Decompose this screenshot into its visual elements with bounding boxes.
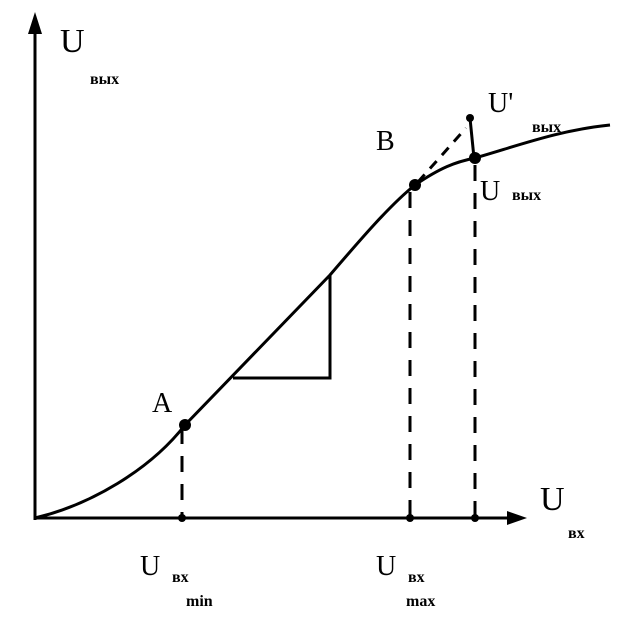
x-label-sub: вх <box>568 525 585 542</box>
point-a <box>179 419 191 431</box>
dash-extension <box>416 127 468 183</box>
uout-label: U <box>480 176 500 207</box>
uout-sub: вых <box>512 187 541 204</box>
x-arrow <box>507 511 527 525</box>
xmax-label: U <box>376 551 396 582</box>
uprime-sub: вых <box>532 119 561 136</box>
y-label: U <box>60 23 85 60</box>
uprime-label: U' <box>488 88 513 119</box>
point-b <box>409 179 421 191</box>
tick-c <box>471 514 479 522</box>
transfer-curve <box>34 123 611 520</box>
slope-triangle <box>233 275 332 380</box>
point-c <box>469 152 481 164</box>
x-label: U <box>540 481 565 518</box>
xmin-label: U <box>140 551 160 582</box>
y-arrow <box>28 12 42 34</box>
deviation <box>468 117 476 159</box>
label-b: B <box>376 126 395 157</box>
xmax-sub: вх <box>408 569 425 586</box>
xmin-sub: вх <box>172 569 189 586</box>
tick-a <box>178 514 186 522</box>
point-d <box>466 114 474 122</box>
xmin-sub2: min <box>186 593 213 610</box>
xmax-sub2: max <box>406 593 435 610</box>
y-label-sub: вых <box>90 71 119 88</box>
tick-b <box>406 514 414 522</box>
label-a: A <box>152 388 173 419</box>
